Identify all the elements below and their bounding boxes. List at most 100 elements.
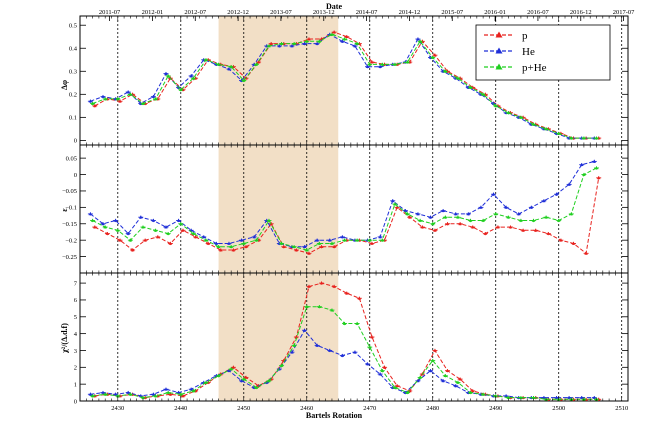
panel-1-series-p+He-point [544,127,548,131]
date-tick-label: 2011-07 [99,9,121,16]
panel-2-series-p+He-point [153,228,158,232]
panel-1-series-p+He-point [241,78,246,82]
panel-2-series-p+He-point [506,215,511,219]
legend-phe-marker [495,63,503,70]
panel-2-series-He-point [252,235,256,239]
panel-2-series-p+He-point [166,231,170,235]
panel-1-series-He-point [164,71,168,75]
x-tick-label: 2440 [174,405,187,412]
panel-3-series-He-point [138,394,143,398]
panel-2-series-He-point [453,212,458,216]
panel-1-series-p+He-point [519,115,523,119]
panel-1-ytick-label: 0.3 [69,69,77,76]
panel-2-series-p+He-point [456,215,460,219]
panel-1-series-p+He-point [443,69,448,73]
panel-3-series-p-point [244,375,248,379]
panel-3-series-p-point [307,284,311,288]
panel-2-series-p-point [307,251,311,255]
panel-1-ytick-label: 0.1 [69,115,77,122]
legend-he-marker [495,47,503,54]
panel-2-series-He-point [554,192,559,196]
panel-1-series-p+He-point [405,60,410,64]
panel-2-series-He-point [227,241,231,245]
panel-3-series-He-point [302,328,307,332]
panel-1-series-p+He-point [279,41,284,45]
panel-2-series-p-point [281,244,286,249]
panel-2-series-He-point [101,221,105,226]
x-axis-title: Bartels Rotation [306,411,363,420]
panel-2-series-He-point [126,231,130,235]
panel-2-series-p+He-point [342,238,347,242]
panel-2-series-p-point [294,248,299,252]
panel-2-series-p+He-point [405,212,410,216]
x-tick-label: 2470 [363,405,376,412]
panel-2-series-He-point [340,235,345,239]
panel-1-series-p+He-point [481,92,485,96]
panel-2-series-p-point [370,241,374,245]
panel-3-ytick-label: 7 [74,280,78,287]
panel-2-series-He-point [164,225,168,229]
panel-2-series-p-point [206,241,210,245]
panel-3-series-He-point [239,378,244,383]
panel-3-series-p-point [458,377,462,381]
data-series [87,30,602,401]
panel-1-series-p+He-point [493,104,498,108]
panel-2-series-p+He-point [544,215,548,219]
panel-1-series-p+He-point [204,57,208,62]
panel-2-ytick-label: −0.25 [62,254,77,261]
panel-3-series-He-point [164,387,168,391]
panel-1-series-p+He-point [254,62,259,66]
panel-2-series-p-point [93,225,97,229]
panel-3-series-He-point [441,378,445,383]
panel-2-series-He-point [176,218,181,222]
panel-3-series-p+He-point [178,392,183,396]
panel-2-series-p+He-point [128,238,133,242]
panel-2-series-He-point [151,218,156,222]
panel-3-frame [79,272,629,402]
panel-2-ytick-label: −0.15 [62,221,77,228]
panel-3-series-p+He-point [90,394,95,398]
date-tick-label: 2012-01 [142,9,164,16]
panel-2-series-He-point [428,215,433,219]
panel-1-series-p+He-point [569,136,574,140]
panel-3-series-He-point [542,395,546,399]
panel-3-series-He-point [592,395,597,399]
panel-1-series-p-point [256,60,261,64]
panel-2-series-He-point [516,212,521,216]
panel-2-series-p-point [332,244,336,249]
panel-2-series-p-point [458,221,462,226]
panel-2-series-He-point [529,205,534,209]
panel-3-series-p+He-point [279,363,284,367]
panel-1-y-label: Δφ [60,80,69,90]
date-tick-label: 2013-12 [313,9,335,16]
panel-1-series-p+He-point [468,85,473,89]
panel-3-series-p+He-point [519,395,523,399]
panel-2-series-p-point [533,228,538,232]
panel-1-series-p+He-point [178,87,183,92]
panel-1-series-p-point [433,53,437,57]
panel-1-series-He-point [88,99,93,103]
panel-3-series-p+He-point [393,385,397,389]
x-tick-label: 2490 [489,405,502,412]
panel-1-series-p+He-point [594,136,599,140]
panel-2-series-p+He-point [90,218,95,222]
panel-3-series-p-point [357,296,362,300]
panel-1-series-p+He-point [355,41,359,45]
panel-2-series-p+He-point [493,212,498,216]
panel-2-series-p+He-point [317,241,322,245]
panel-1-series-p+He-point [103,97,107,101]
panel-3-series-p-point [344,291,349,295]
panel-3-series-p-point [181,394,185,398]
panel-1-series-p+He-point [153,97,158,101]
panel-2-series-p+He-point [267,218,271,222]
panel-1-series-p+He-point [292,41,296,45]
date-tick-label: 2016-12 [570,9,592,16]
panel-2-series-p+He-point [443,215,448,219]
panel-1-series-p-line [94,31,599,139]
panel-2-series-p-point [420,225,425,229]
panel-1-ytick-label: 0.2 [69,92,77,99]
panel-1-series-p+He-point [317,39,322,43]
panel-1-series-He-point [416,37,420,41]
panel-2-series-p+He-point [355,238,359,242]
panel-1-series-p-point [118,99,122,103]
